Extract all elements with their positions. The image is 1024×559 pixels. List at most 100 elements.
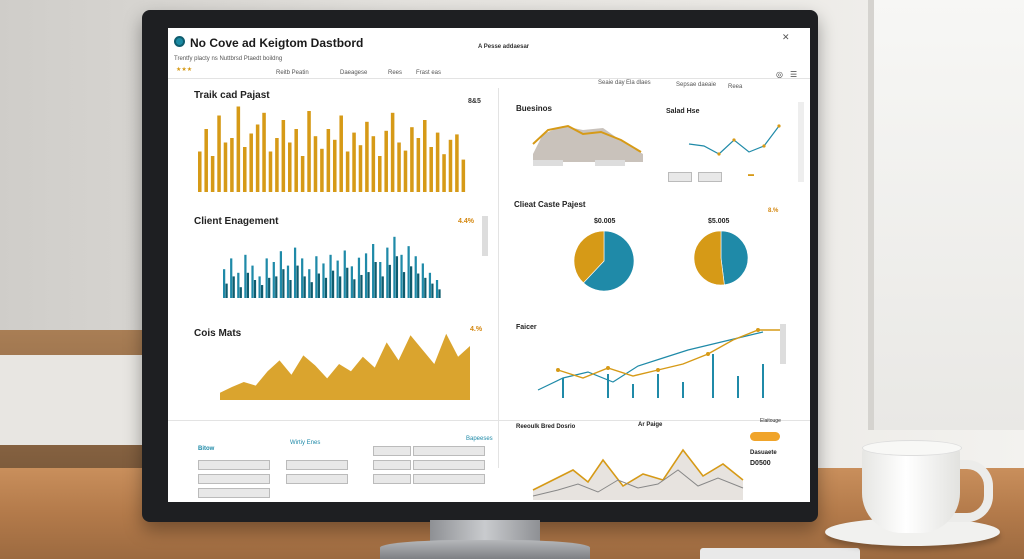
table-row[interactable] [413, 474, 485, 484]
coffee-cup [862, 445, 960, 533]
nav-item[interactable]: Rees [388, 70, 403, 76]
menu-icon[interactable]: ☰ [790, 70, 798, 79]
table-row[interactable] [198, 474, 270, 484]
panel-value-costs: 4.% [470, 326, 483, 333]
engagement-bar [400, 254, 403, 298]
engagement-bar [402, 272, 406, 298]
ar-title: Ar Paige [638, 422, 663, 428]
scrollbar[interactable] [482, 216, 488, 256]
engagement-bar [237, 272, 240, 298]
user-icon[interactable]: ◎ [776, 70, 783, 79]
engagement-bar [322, 263, 325, 298]
sales-filter-button[interactable] [698, 172, 722, 182]
engagement-bar [279, 251, 283, 298]
scrollbar[interactable] [798, 102, 804, 182]
dashboard-screen: No Cove ad Keigtom Dastbord A Pesse adda… [168, 28, 810, 502]
panel-value-tracked: 8&5 [468, 98, 481, 105]
cup-rim [862, 440, 962, 456]
status-label: Dasuaete [750, 450, 777, 456]
sales-legend-icon: ▬ [748, 172, 754, 178]
nav-item[interactable]: Frast eas [416, 70, 442, 76]
scrollbar[interactable] [780, 324, 786, 364]
tracked-bar [204, 129, 208, 192]
engagement-bar [289, 280, 292, 298]
engagement-bar [367, 272, 370, 298]
status-value: D0500 [750, 460, 771, 467]
tracked-bar [384, 130, 388, 192]
close-icon[interactable]: ✕ [782, 32, 790, 42]
engagement-bar [244, 254, 247, 298]
engagement-bar [372, 244, 375, 298]
table-header: Wirtiy Enes [290, 440, 321, 446]
engagement-bar [414, 256, 417, 298]
tracked-bar [461, 159, 466, 192]
engagement-bar [417, 273, 420, 298]
tracked-bar [275, 138, 279, 192]
panel-title-costs: Cois Mats [194, 328, 242, 339]
sales-point [732, 138, 736, 142]
table-header: Bitow [198, 446, 215, 452]
engagement-bar [438, 289, 441, 298]
toggle-switch[interactable] [750, 432, 780, 441]
engagement-bar [339, 276, 342, 298]
table-row[interactable] [413, 446, 485, 456]
pie-right-value: $5.005 [708, 218, 730, 225]
engagement-bar-chart [223, 236, 441, 298]
sales-point [777, 124, 781, 128]
engagement-bar [424, 277, 427, 298]
tracked-bar-chart [198, 106, 466, 192]
panel-title-tracked: Traik cad Pajast [194, 90, 270, 101]
tracked-bar [416, 138, 421, 192]
client-pie-left [573, 230, 635, 292]
table-row[interactable] [286, 474, 348, 484]
tracked-bar [262, 112, 266, 192]
dashboard-subtitle: Trentfy placty ns Nuttbrsd Ptaedt boildn… [174, 56, 283, 62]
right-nav-item[interactable]: Sepsae daeaie [676, 82, 717, 88]
sales-filter-button[interactable] [668, 172, 692, 182]
pie-slice [573, 230, 605, 284]
engagement-bar [272, 262, 275, 298]
engagement-bar [350, 266, 353, 298]
background-window [868, 0, 1024, 430]
engagement-bar [431, 283, 434, 298]
engagement-bar [296, 265, 299, 298]
cup-handle [946, 460, 993, 522]
engagement-bar [246, 272, 250, 298]
business-area-chart [532, 124, 643, 166]
engagement-bar [346, 267, 349, 298]
panel-title-business: Buesinos [516, 104, 553, 113]
table-row[interactable] [373, 474, 411, 484]
engagement-bar [275, 276, 278, 298]
pie-left-value: $0.005 [594, 218, 616, 225]
engagement-bar [232, 276, 235, 298]
engagement-bar [364, 253, 368, 298]
revenue-title: Reeoulk Bred Dosrio [516, 424, 576, 430]
revenue-line-chart [532, 448, 744, 500]
nav-item[interactable]: Reitb Peatin [276, 70, 309, 76]
tracked-bar [339, 115, 343, 192]
table-row[interactable] [413, 460, 485, 470]
tracked-bar [294, 129, 298, 192]
engagement-bar [225, 283, 228, 298]
engagement-bar [301, 258, 304, 298]
table-row[interactable] [286, 460, 348, 470]
right-nav-item[interactable]: Reea [728, 84, 743, 90]
business-area-grey [533, 126, 643, 162]
tracked-bar [236, 106, 241, 192]
table-row[interactable] [373, 446, 411, 456]
table-row[interactable] [198, 488, 270, 498]
trend-combo-chart [537, 328, 783, 398]
engagement-bar [381, 276, 384, 298]
trend-point [556, 368, 560, 372]
right-nav-item[interactable]: Ela dlaes [626, 80, 651, 86]
header-divider [168, 78, 810, 79]
background-shelf-white [0, 355, 150, 445]
right-nav-item[interactable]: Seaie day [598, 80, 625, 86]
panel-value-engagement: 4.4% [458, 218, 474, 225]
revenue-line-orange [532, 448, 744, 491]
pie-slice [720, 230, 749, 286]
nav-item[interactable]: Daeagese [340, 70, 368, 76]
table-row[interactable] [198, 460, 270, 470]
tracked-bar [345, 151, 350, 192]
table-row[interactable] [373, 460, 411, 470]
